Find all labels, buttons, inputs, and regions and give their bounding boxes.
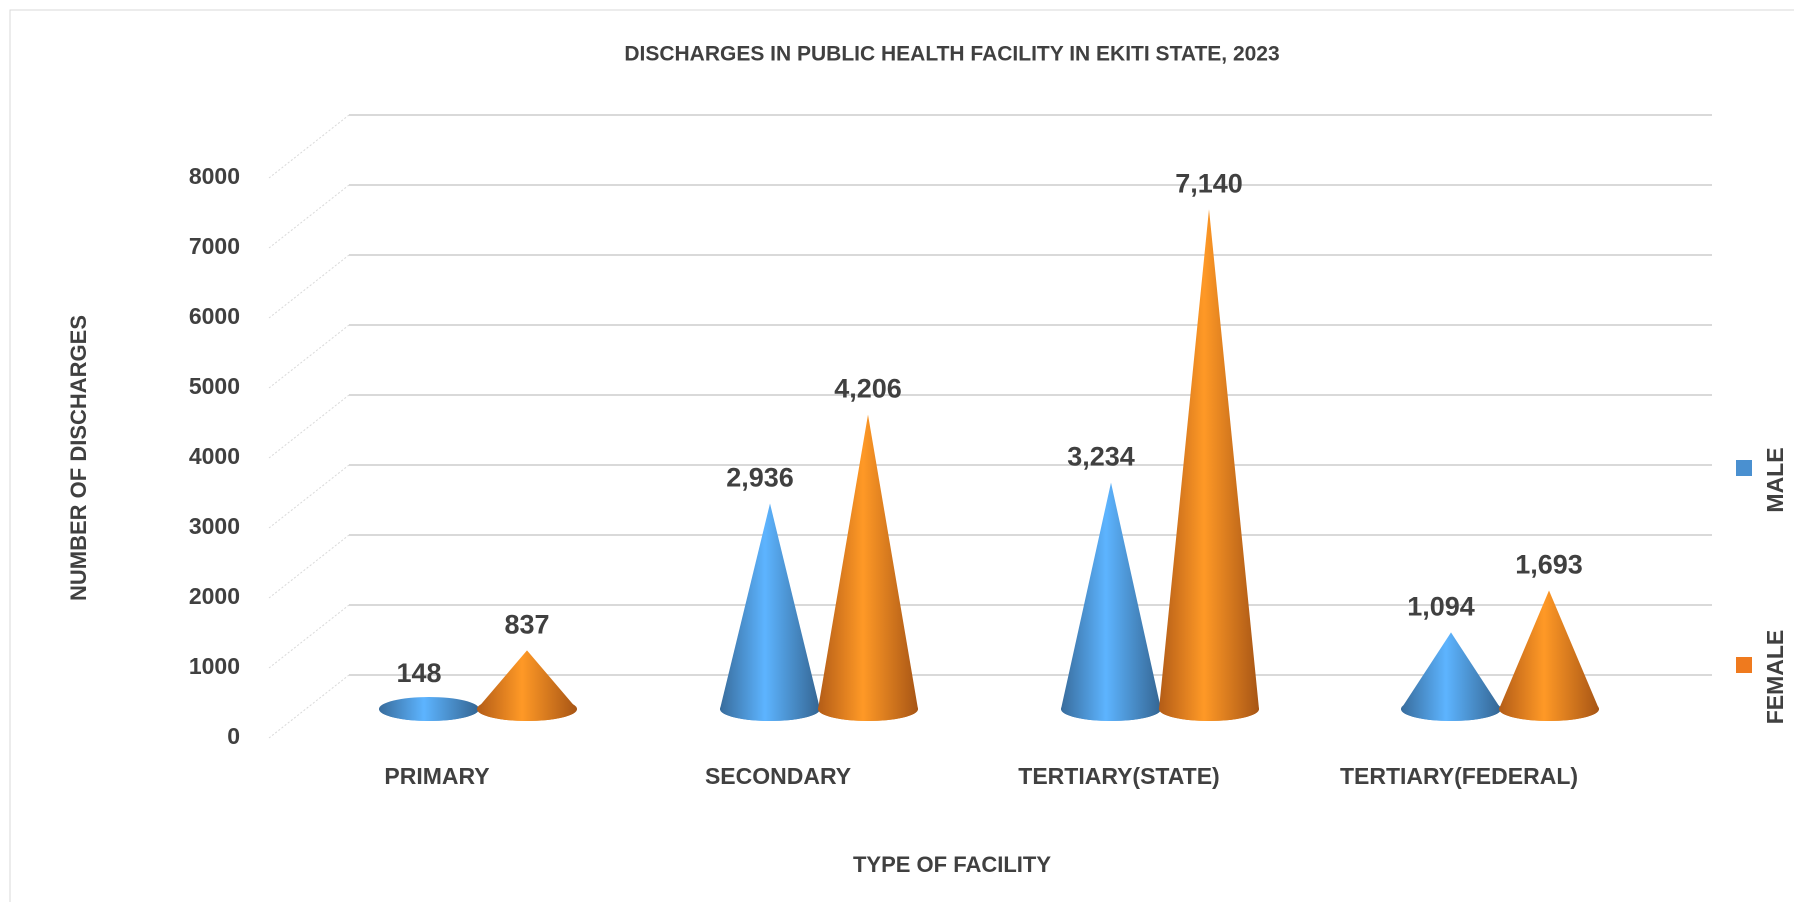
y-tick-label: 1000 <box>189 653 240 679</box>
y-tick-label: 5000 <box>189 373 240 399</box>
y-tick-label: 8000 <box>189 163 240 189</box>
grid-line-depth <box>268 464 350 529</box>
cone <box>379 698 479 721</box>
grid-line-depth <box>268 324 350 389</box>
legend-label: FEMALE <box>1762 630 1788 725</box>
data-label: 7,140 <box>1175 168 1243 198</box>
legend-swatch <box>1736 657 1752 673</box>
data-label: 148 <box>396 658 441 688</box>
grid-line-depth <box>268 674 350 739</box>
cone <box>1159 209 1259 721</box>
y-axis-label: NUMBER OF DISCHARGES <box>66 315 91 601</box>
data-label: 4,206 <box>834 374 902 404</box>
data-label: 2,936 <box>726 463 794 493</box>
y-tick-label: 0 <box>227 723 240 749</box>
legend-swatch <box>1736 460 1752 476</box>
cone <box>1499 590 1599 721</box>
cone <box>1401 632 1501 721</box>
x-tick-label: PRIMARY <box>384 763 489 789</box>
cone <box>818 414 918 721</box>
data-label: 1,094 <box>1407 592 1475 622</box>
x-axis-label: TYPE OF FACILITY <box>853 852 1051 877</box>
cone <box>720 503 820 721</box>
x-tick-label: TERTIARY(FEDERAL) <box>1340 763 1578 789</box>
y-tick-label: 2000 <box>189 583 240 609</box>
grid-line-depth <box>268 184 350 249</box>
data-label: 3,234 <box>1067 442 1135 472</box>
data-label: 837 <box>504 610 549 640</box>
cone <box>1061 482 1161 721</box>
chart-title: DISCHARGES IN PUBLIC HEALTH FACILITY IN … <box>624 43 1279 66</box>
legend-label: MALE <box>1762 447 1788 512</box>
grid-line-depth <box>268 394 350 459</box>
chart-border <box>9 9 1794 902</box>
grid-line-depth <box>268 534 350 599</box>
x-tick-label: SECONDARY <box>705 763 851 789</box>
grid-line-depth <box>268 114 350 179</box>
x-tick-label: TERTIARY(STATE) <box>1018 763 1219 789</box>
y-tick-label: 4000 <box>189 443 240 469</box>
grid-line-depth <box>268 254 350 319</box>
y-tick-label: 7000 <box>189 233 240 259</box>
y-tick-label: 3000 <box>189 513 240 539</box>
cone <box>477 650 577 721</box>
grid-line-depth <box>268 604 350 669</box>
data-label: 1,693 <box>1515 550 1583 580</box>
y-tick-label: 6000 <box>189 303 240 329</box>
